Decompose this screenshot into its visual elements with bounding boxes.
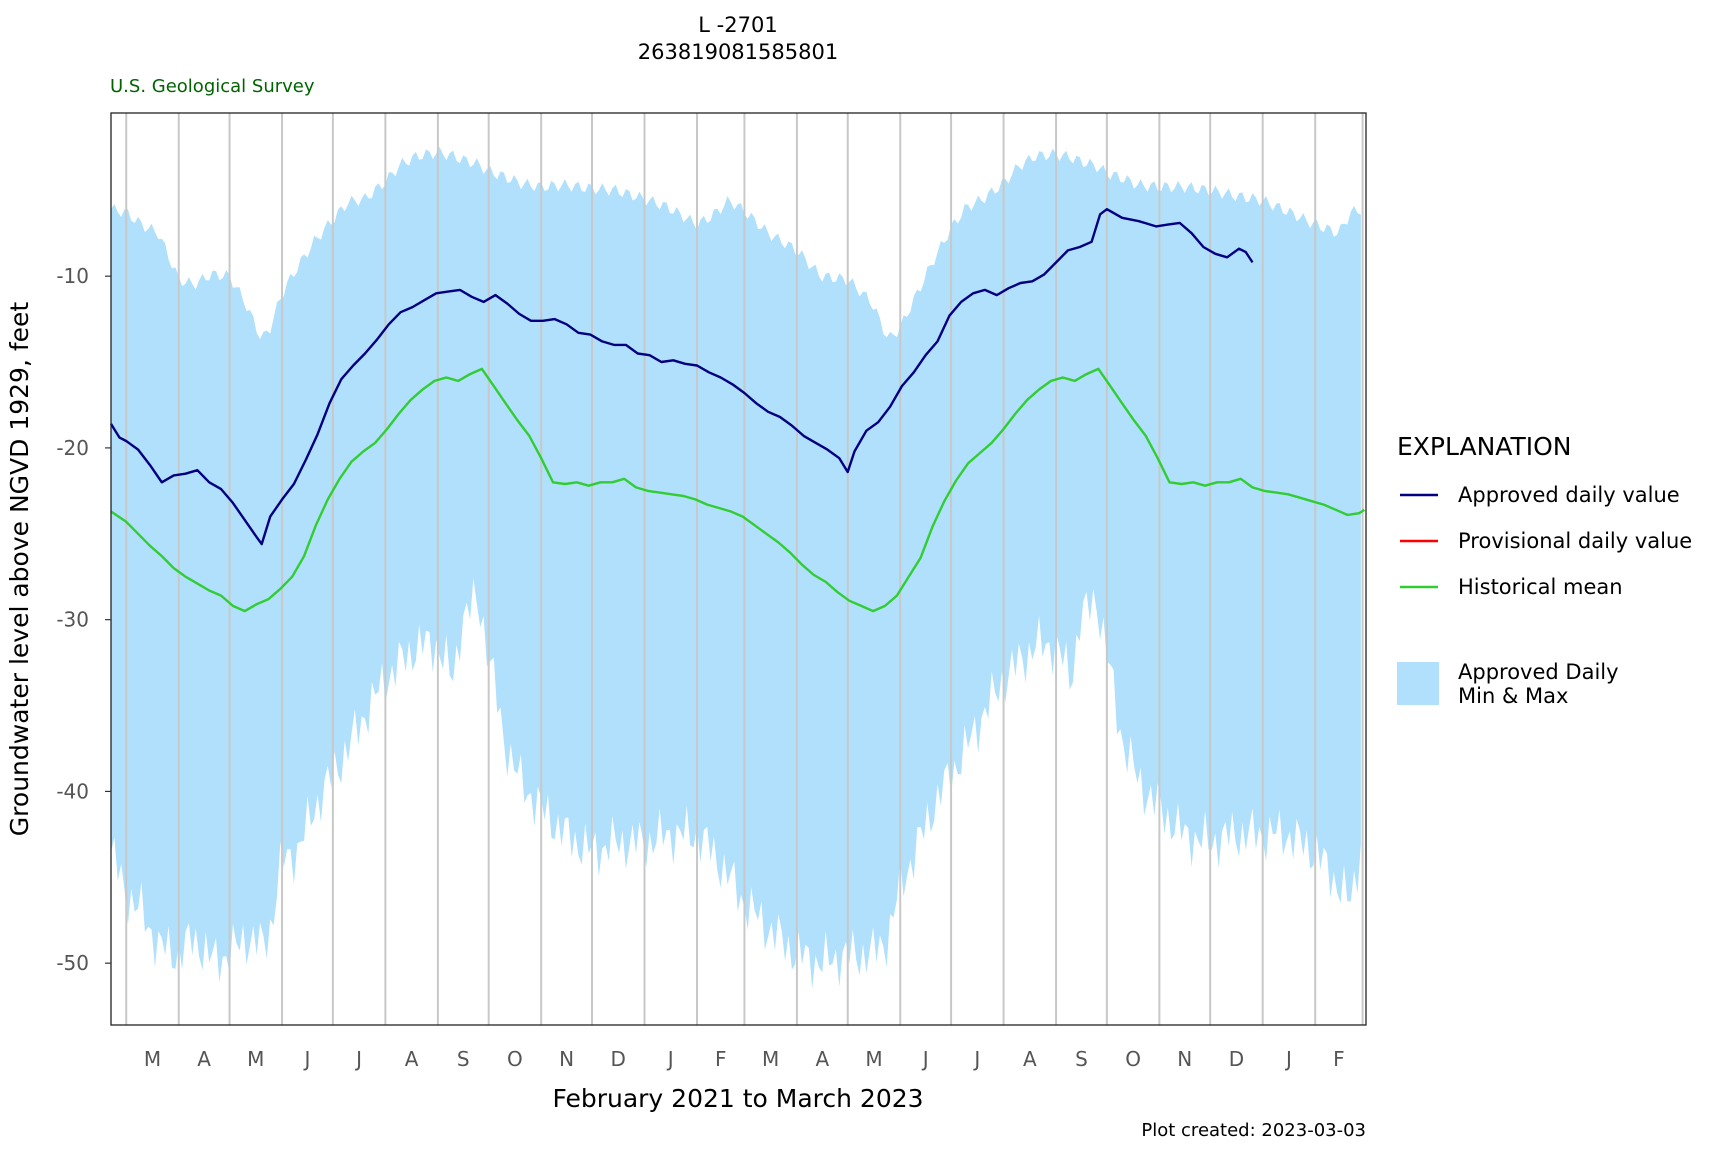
y-tick-label: -50 <box>56 951 89 975</box>
x-tick-label: O <box>1125 1047 1141 1071</box>
x-tick-label: S <box>457 1047 470 1071</box>
chart-title: L -2701 <box>698 13 777 37</box>
x-tick-label: M <box>247 1047 264 1071</box>
plot-frame <box>110 112 1367 1026</box>
x-tick-label: J <box>972 1047 980 1071</box>
legend-band-swatch <box>1397 662 1439 705</box>
x-tick-label: M <box>144 1047 161 1071</box>
x-tick-label: A <box>405 1047 419 1071</box>
chart-subtitle: 263819081585801 <box>638 40 838 64</box>
x-tick-label: F <box>1333 1047 1345 1071</box>
legend-approved-label: Approved daily value <box>1458 483 1680 507</box>
y-tick-label: -10 <box>56 264 89 288</box>
x-tick-label: A <box>1023 1047 1037 1071</box>
series-layer <box>109 208 1365 613</box>
x-tick-label: F <box>715 1047 727 1071</box>
x-tick-label: A <box>197 1047 211 1071</box>
legend-band-label-line: Min & Max <box>1458 684 1568 708</box>
legend-band-label-line: Approved Daily <box>1458 660 1619 684</box>
x-axis-title: February 2021 to March 2023 <box>552 1084 923 1113</box>
x-tick-label: D <box>1229 1047 1244 1071</box>
agency-label: U.S. Geological Survey <box>110 76 315 97</box>
x-tick-label: M <box>865 1047 882 1071</box>
y-tick-label: -30 <box>56 608 89 632</box>
month-grid <box>125 113 1364 1025</box>
x-tick-label: N <box>1177 1047 1192 1071</box>
legend-title: EXPLANATION <box>1397 432 1572 461</box>
y-tick-label: -40 <box>56 779 89 803</box>
x-tick-label: O <box>507 1047 523 1071</box>
y-tick-label: -20 <box>56 436 89 460</box>
x-tick-label: J <box>1284 1047 1292 1071</box>
min-max-band <box>111 146 1361 989</box>
plot-created-label: Plot created: 2023-03-03 <box>1141 1120 1366 1141</box>
historical-mean-line <box>110 367 1365 613</box>
plot-area <box>109 112 1367 1026</box>
x-tick-label: S <box>1075 1047 1088 1071</box>
legend-band-label: Approved Daily Min & Max <box>1458 660 1619 708</box>
y-axis-ticks: -10 -20 -30 -40 -50 <box>56 264 111 975</box>
x-tick-label: J <box>666 1047 674 1071</box>
x-tick-label: D <box>611 1047 626 1071</box>
legend-provisional-label: Provisional daily value <box>1458 529 1692 553</box>
x-tick-label: J <box>921 1047 929 1071</box>
x-tick-label: A <box>815 1047 829 1071</box>
x-tick-label: J <box>303 1047 311 1071</box>
x-tick-label: N <box>559 1047 574 1071</box>
legend-mean-label: Historical mean <box>1458 575 1623 599</box>
x-tick-label: M <box>762 1047 779 1071</box>
y-axis-title: Groundwater level above NGVD 1929, feet <box>5 302 34 837</box>
min-max-band-layer <box>111 146 1361 989</box>
x-tick-label: J <box>354 1047 362 1071</box>
approved-daily-line <box>109 208 1254 546</box>
legend: EXPLANATION Approved daily value Provisi… <box>1397 432 1692 708</box>
